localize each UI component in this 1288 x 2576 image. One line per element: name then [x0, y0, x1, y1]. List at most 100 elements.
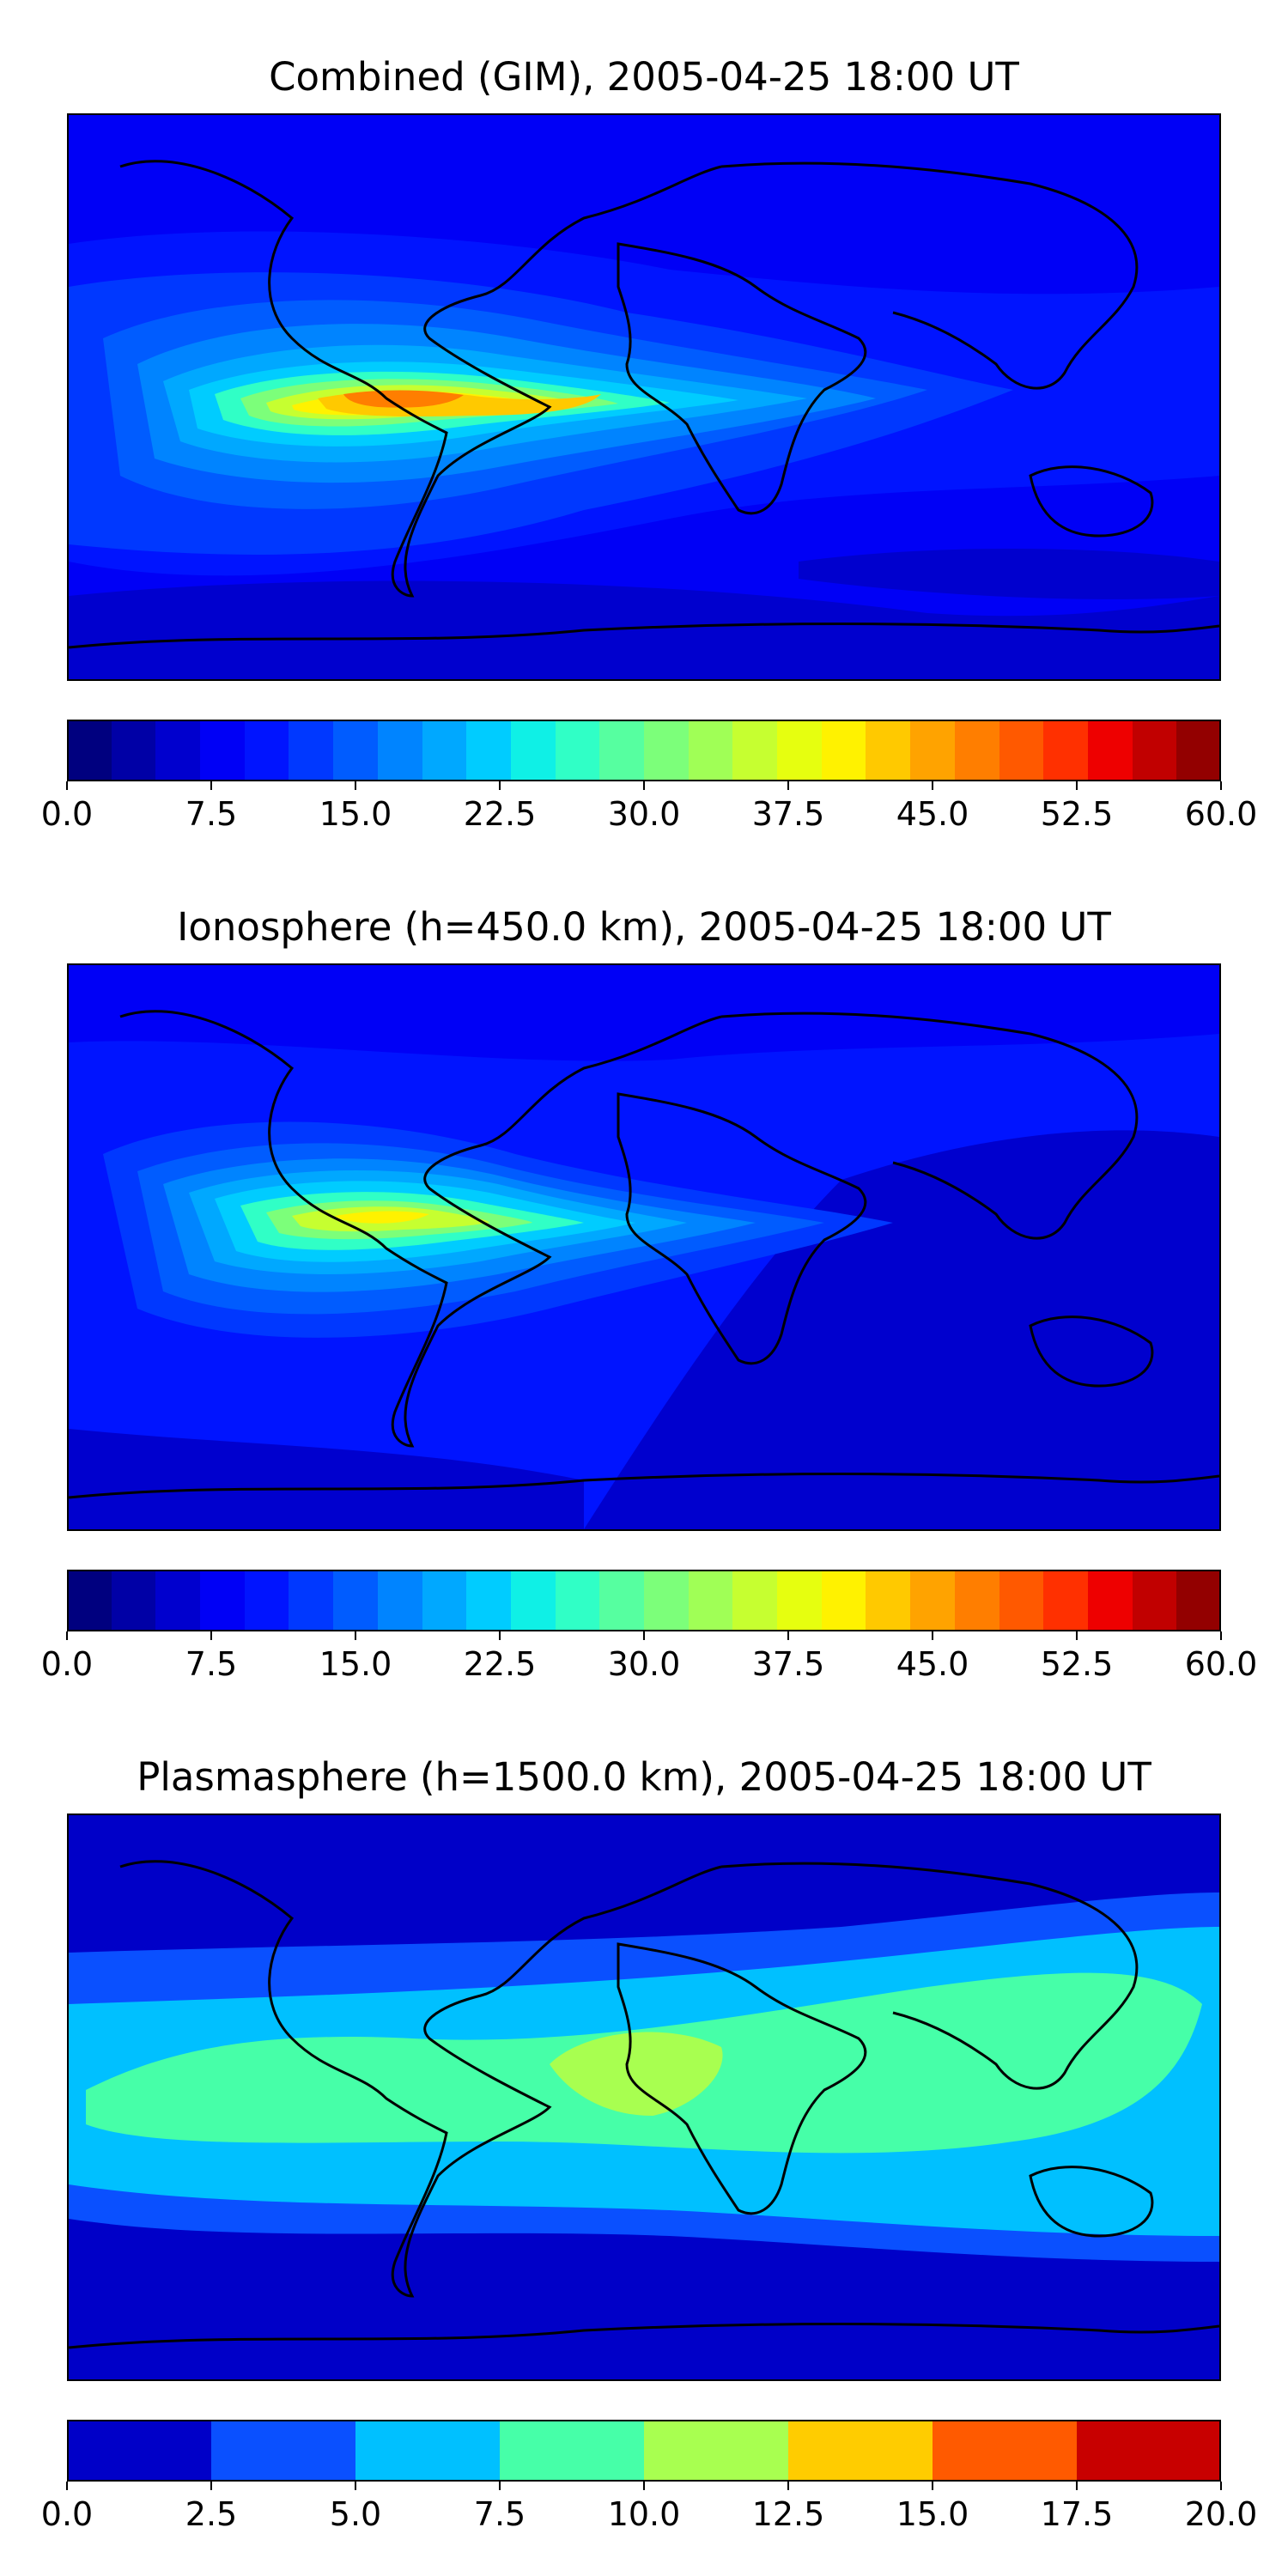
colorbar-tick-mark [355, 1631, 356, 1640]
colorbar-tick-label: 15.0 [319, 1645, 392, 1683]
colorbar-segment [644, 2420, 788, 2482]
colorbar-tick-label: 15.0 [319, 795, 392, 833]
colorbar-segment [599, 720, 644, 781]
colorbar-segment [689, 720, 732, 781]
colorbar-tick-label: 20.0 [1184, 2495, 1258, 2533]
colorbar-tick-label: 15.0 [896, 2495, 969, 2533]
colorbar-tick-label: 2.5 [185, 2495, 238, 2533]
colorbar-gradient [67, 2420, 1221, 2482]
colorbar-segment [500, 2420, 644, 2482]
colorbar-segment [1088, 1570, 1133, 1631]
colorbar-segment [866, 1570, 910, 1631]
colorbar-gradient [67, 1570, 1221, 1631]
colorbar-tick-mark [499, 781, 501, 790]
colorbar-tick-mark [932, 781, 933, 790]
map-title: Combined (GIM), 2005-04-25 18:00 UT [269, 54, 1019, 100]
colorbar-segment [777, 1570, 822, 1631]
colorbar-tick-mark [499, 1631, 501, 1640]
colorbar-frame [67, 1570, 1221, 1631]
colorbar-segment [910, 720, 955, 781]
coastlines [69, 1010, 1219, 1499]
colorbar-segment [333, 720, 378, 781]
colorbar-segment [910, 1570, 955, 1631]
colorbar-tick-label: 52.5 [1040, 1645, 1114, 1683]
colorbar-segment [644, 720, 689, 781]
colorbar-segment [511, 720, 556, 781]
colorbar-tick-mark [66, 1631, 68, 1640]
colorbar-tick-label: 30.0 [607, 795, 681, 833]
colorbar-tick-label: 5.0 [329, 2495, 382, 2533]
colorbar-tick-mark [1220, 2482, 1222, 2490]
colorbar-tick-label: 45.0 [896, 1645, 969, 1683]
colorbar-tick-label: 0.0 [40, 1645, 94, 1683]
colorbar-segment [67, 720, 112, 781]
colorbar-segment [211, 2420, 355, 2482]
colorbar-tick-label: 22.5 [463, 795, 537, 833]
tec-contours [69, 1893, 1219, 2262]
colorbar-tick-label: 30.0 [607, 1645, 681, 1683]
colorbar-segment [1176, 1570, 1221, 1631]
colorbar-segment [689, 1570, 732, 1631]
colorbar-segment [1077, 2420, 1221, 2482]
colorbar-tick-mark [210, 2482, 212, 2490]
colorbar-segment [999, 1570, 1043, 1631]
colorbar-segment [1133, 720, 1176, 781]
colorbar-segment [466, 1570, 511, 1631]
colorbar-segment [378, 1570, 422, 1631]
colorbar-tick-mark [643, 781, 645, 790]
colorbar-tick-mark [210, 781, 212, 790]
tec-map [67, 963, 1221, 1531]
colorbar-tick-label: 0.0 [40, 795, 94, 833]
colorbar-segment [112, 1570, 155, 1631]
colorbar-tick-label: 17.5 [1040, 2495, 1114, 2533]
colorbar-tick-label: 7.5 [185, 1645, 238, 1683]
colorbar-tick-label: 60.0 [1184, 1645, 1258, 1683]
colorbar-segment [866, 720, 910, 781]
colorbar-frame [67, 720, 1221, 781]
colorbar-segment [777, 720, 822, 781]
colorbar-segment [466, 720, 511, 781]
colorbar-tick-mark [1220, 781, 1222, 790]
colorbar-segment [245, 720, 289, 781]
colorbar-tick-label: 37.5 [751, 795, 825, 833]
colorbar-segment [788, 2420, 933, 2482]
colorbar-ticks: 0.0 2.5 5.0 7.5 10.0 12.5 15.0 17.5 20.0 [41, 2482, 1257, 2533]
colorbar-tick-label: 60.0 [1184, 795, 1258, 833]
colorbar-tick-mark [643, 1631, 645, 1640]
colorbar-segment [355, 2420, 500, 2482]
colorbar-tick-mark [66, 781, 68, 790]
colorbar-segment [289, 720, 333, 781]
colorbar-segment [955, 720, 999, 781]
colorbar-segment [999, 720, 1043, 781]
colorbar-segment [155, 1570, 200, 1631]
coastlines [69, 1860, 1219, 2349]
colorbar-tick-label: 10.0 [607, 2495, 681, 2533]
colorbar-segment [333, 1570, 378, 1631]
colorbar-segment [200, 720, 245, 781]
colorbar [67, 1570, 1221, 1631]
colorbar-tick-label: 0.0 [40, 2495, 94, 2533]
colorbar-segment [422, 720, 466, 781]
colorbar-tick-mark [1076, 1631, 1078, 1640]
colorbar-segment [599, 1570, 644, 1631]
colorbar-tick-mark [355, 781, 356, 790]
colorbar-segment [1088, 720, 1133, 781]
colorbar-segment [556, 1570, 599, 1631]
colorbar-segment [245, 1570, 289, 1631]
colorbar-tick-label: 22.5 [463, 1645, 537, 1683]
map-title: Plasmasphere (h=1500.0 km), 2005-04-25 1… [137, 1754, 1151, 1800]
colorbar-tick-label: 52.5 [1040, 795, 1114, 833]
colorbar-tick-mark [787, 781, 789, 790]
coastlines [69, 160, 1219, 649]
colorbar-segment [289, 1570, 333, 1631]
colorbar-segment [955, 1570, 999, 1631]
colorbar-segment [1043, 1570, 1088, 1631]
colorbar-tick-label: 45.0 [896, 795, 969, 833]
colorbar-tick-label: 37.5 [751, 1645, 825, 1683]
colorbar-tick-label: 12.5 [751, 2495, 825, 2533]
colorbar-segment [822, 720, 866, 781]
tec-contours [69, 231, 1219, 679]
colorbar-frame [67, 2420, 1221, 2482]
colorbar-segment [67, 1570, 112, 1631]
colorbar-tick-mark [932, 2482, 933, 2490]
